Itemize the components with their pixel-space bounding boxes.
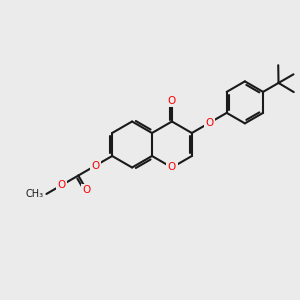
Text: O: O [91, 161, 99, 171]
Text: O: O [206, 118, 214, 128]
Text: O: O [168, 96, 176, 106]
Text: O: O [83, 185, 91, 196]
Text: O: O [57, 180, 65, 190]
Text: O: O [168, 163, 176, 172]
Text: CH₃: CH₃ [25, 189, 44, 199]
